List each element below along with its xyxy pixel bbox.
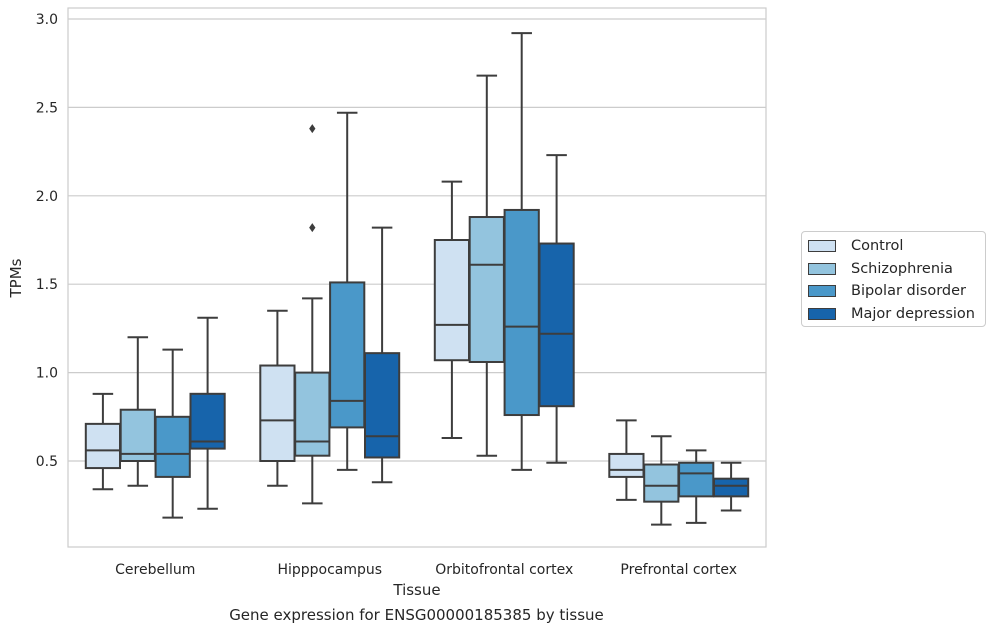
y-axis-title: TPMs (7, 258, 25, 298)
legend-label-schizophrenia: Schizophrenia (851, 260, 953, 277)
box-hipppocampus-control-iqr (259, 364, 296, 463)
legend-swatch-major-depression (808, 307, 836, 320)
box-prefrontal-cortex-bipolar-disorder (678, 449, 715, 524)
box-hipppocampus-schizophrenia-outlier-1 (309, 124, 316, 134)
legend-item-major-depression: Major depression (808, 303, 985, 326)
box-orbitofrontal-cortex-major-depression (538, 154, 575, 464)
y-tick-label-0-5: 0.5 (36, 454, 58, 470)
box-hipppocampus-schizophrenia-iqr (294, 371, 331, 457)
box-cerebellum-control-iqr (84, 422, 122, 470)
y-tick-label-3-0: 3.0 (36, 12, 58, 28)
tick-labels: 0.5 1.0 1.5 2.0 2.5 3.0 Cerebellum Hipppocampus… (36, 12, 737, 578)
box-prefrontal-cortex-control (608, 419, 645, 501)
y-tick-label-1-5: 1.5 (36, 277, 58, 293)
y-tick-label-1-0: 1.0 (36, 366, 58, 382)
box-orbitofrontal-cortex-bipolar-disorder-iqr (503, 208, 540, 417)
box-orbitofrontal-cortex-control (433, 180, 471, 440)
boxes-layer (84, 32, 750, 526)
box-orbitofrontal-cortex-bipolar-disorder (503, 32, 540, 471)
box-cerebellum-major-depression-iqr (189, 392, 226, 450)
y-tick-label-2-0: 2.0 (36, 189, 58, 205)
box-cerebellum-bipolar-disorder (154, 348, 191, 519)
box-cerebellum-schizophrenia (119, 336, 156, 487)
y-tick-label-2-5: 2.5 (36, 100, 58, 116)
box-orbitofrontal-cortex-major-depression-iqr (538, 242, 575, 408)
box-hipppocampus-control (259, 309, 296, 487)
box-orbitofrontal-cortex-schizophrenia-iqr (468, 216, 505, 363)
x-tick-label-hipppocampus: Hipppocampus (277, 562, 382, 578)
chart-caption: Gene expression for ENSG00000185385 by t… (229, 606, 604, 624)
plot-frame (67, 7, 767, 548)
box-hipppocampus-schizophrenia (294, 124, 331, 505)
box-cerebellum-control (84, 392, 122, 491)
x-axis-title: Tissue (392, 581, 440, 599)
legend-item-control: Control (808, 235, 985, 258)
box-prefrontal-cortex-bipolar-disorder-iqr (678, 461, 715, 498)
legend: Control Schizophrenia Bipolar disorder M… (801, 231, 986, 327)
box-hipppocampus-major-depression (363, 226, 401, 484)
box-hipppocampus-bipolar-disorder-iqr (329, 281, 366, 429)
legend-item-schizophrenia: Schizophrenia (808, 258, 985, 281)
x-tick-label-orbitofrontal-cortex: Orbitofrontal cortex (435, 562, 573, 578)
box-prefrontal-cortex-major-depression-iqr (712, 477, 750, 498)
legend-swatch-bipolar-disorder (808, 285, 836, 298)
box-prefrontal-cortex-major-depression (712, 461, 750, 512)
box-hipppocampus-bipolar-disorder (329, 111, 366, 471)
box-cerebellum-bipolar-disorder-iqr (154, 415, 191, 478)
legend-label-major-depression: Major depression (851, 305, 975, 322)
legend-item-bipolar-disorder: Bipolar disorder (808, 280, 985, 303)
box-hipppocampus-schizophrenia-outlier-0 (309, 223, 316, 233)
legend-label-control: Control (851, 238, 904, 255)
box-orbitofrontal-cortex-schizophrenia (468, 74, 505, 457)
gridlines (68, 18, 766, 462)
box-hipppocampus-major-depression-iqr (363, 352, 401, 459)
legend-label-bipolar-disorder: Bipolar disorder (851, 283, 966, 300)
legend-swatch-control (808, 240, 836, 253)
x-tick-label-prefrontal-cortex: Prefrontal cortex (620, 562, 737, 578)
box-prefrontal-cortex-schizophrenia (643, 435, 680, 526)
box-cerebellum-major-depression (189, 316, 226, 510)
box-prefrontal-cortex-schizophrenia-iqr (643, 463, 680, 503)
box-orbitofrontal-cortex-control-iqr (433, 239, 471, 362)
x-tick-label-cerebellum: Cerebellum (115, 562, 195, 578)
legend-swatch-schizophrenia (808, 262, 836, 275)
box-prefrontal-cortex-control-iqr (608, 452, 645, 478)
